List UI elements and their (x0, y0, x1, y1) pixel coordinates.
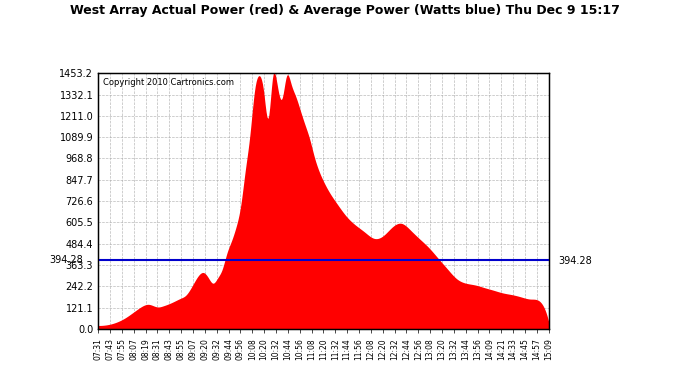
Text: 394.28: 394.28 (50, 255, 83, 265)
Text: West Array Actual Power (red) & Average Power (Watts blue) Thu Dec 9 15:17: West Array Actual Power (red) & Average … (70, 4, 620, 17)
Text: Copyright 2010 Cartronics.com: Copyright 2010 Cartronics.com (103, 78, 234, 87)
